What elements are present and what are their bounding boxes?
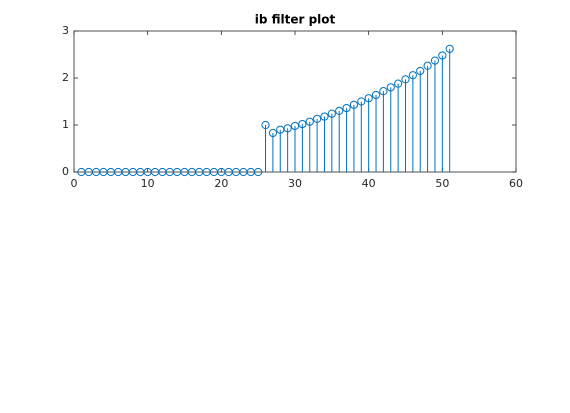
x-tick-label: 30 — [288, 177, 302, 190]
stem-marker — [408, 71, 417, 80]
stem-marker — [261, 120, 270, 130]
stem-marker — [268, 128, 277, 138]
stem-marker — [423, 61, 432, 70]
stem-marker — [386, 83, 395, 92]
stem-marker — [298, 119, 307, 129]
x-tick-label: 50 — [435, 177, 449, 190]
stem-marker — [430, 56, 440, 65]
stem-marker — [335, 106, 344, 116]
x-tick-label: 10 — [141, 177, 155, 190]
stem-marker — [394, 79, 403, 88]
x-tick-label: 20 — [214, 177, 228, 190]
stem-marker — [349, 100, 359, 109]
x-tick-label: 0 — [71, 177, 78, 190]
y-tick-label: 1 — [62, 118, 69, 131]
x-tick-label: 40 — [362, 177, 376, 190]
chart-title: ib filter plot — [255, 13, 336, 27]
stem-marker — [357, 97, 366, 106]
y-tick-label: 0 — [62, 165, 69, 178]
stem-marker — [401, 75, 410, 84]
stem-marker — [327, 109, 336, 118]
stem-marker — [342, 103, 351, 113]
y-tick-label: 2 — [62, 71, 69, 84]
x-tick-label: 60 — [509, 177, 523, 190]
stem-marker — [290, 121, 300, 131]
stem-marker — [445, 44, 454, 53]
stem-marker — [371, 90, 381, 100]
stem-marker — [305, 117, 314, 126]
stem-marker — [416, 66, 425, 76]
stem-marker — [283, 124, 292, 133]
stem-marker — [364, 94, 373, 103]
stem-marker — [438, 51, 447, 60]
stem-marker — [254, 167, 263, 177]
stem-marker — [379, 87, 388, 96]
stem-marker — [313, 114, 322, 123]
y-tick-label: 3 — [62, 24, 69, 37]
stem-marker — [320, 112, 329, 121]
